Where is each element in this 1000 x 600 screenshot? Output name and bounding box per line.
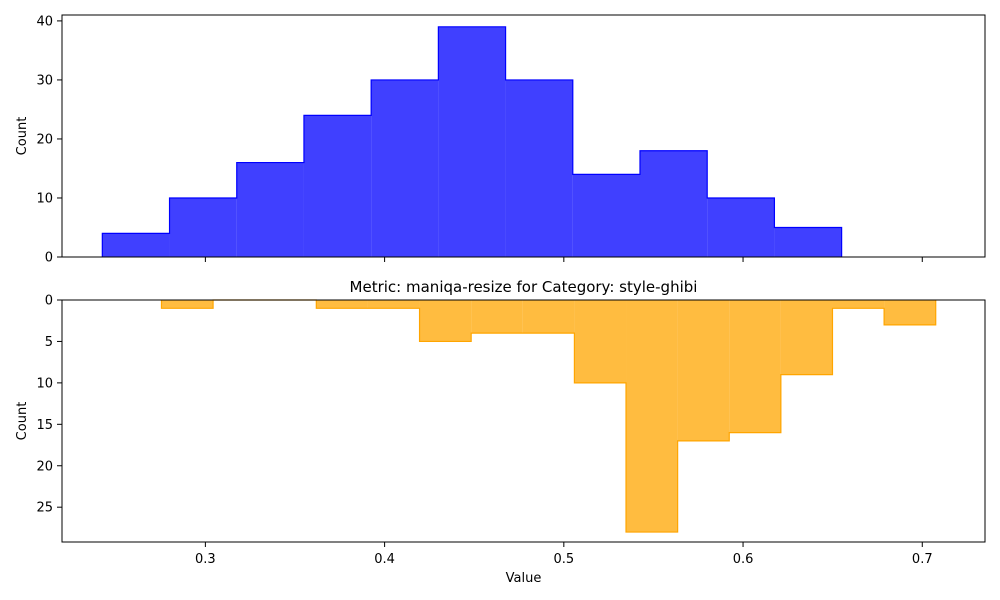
- y-tick-label: 10: [36, 191, 53, 206]
- histogram-bar: [371, 79, 439, 258]
- y-tick-label: 0: [45, 294, 53, 309]
- y-tick-label: 40: [36, 14, 53, 29]
- histogram-bar: [303, 115, 372, 257]
- histogram-bar: [522, 300, 575, 334]
- bottom-histogram-panel: 0.3 0.4 0.5 0.6 0.7 0 5 10 15 20 25 Metric: maniq…: [15, 278, 986, 586]
- bottom-x-ticks: 0.3 0.4 0.5 0.6 0.7: [195, 542, 933, 567]
- histogram-bar: [236, 162, 304, 257]
- histogram-bar: [316, 300, 368, 309]
- histogram-bar: [639, 150, 708, 257]
- x-tick-label: 0.7: [912, 552, 933, 567]
- y-tick-label: 0: [45, 251, 53, 266]
- histogram-bar: [626, 300, 678, 533]
- y-tick-label: 30: [36, 73, 53, 88]
- bottom-y-ticks: 0 5 10 15 20 25: [36, 294, 62, 516]
- histogram-bar: [572, 174, 640, 257]
- histogram-bar: [574, 300, 627, 383]
- y-tick-label: 5: [45, 335, 53, 350]
- histogram-bar: [438, 26, 506, 258]
- x-tick-label: 0.4: [374, 552, 395, 567]
- y-tick-label: 15: [36, 418, 53, 433]
- x-tick-label: 0.3: [195, 552, 216, 567]
- histogram-bar: [884, 300, 936, 325]
- histogram-bar: [505, 79, 573, 258]
- top-histogram-panel: 0 10 20 30 40 Count: [15, 14, 986, 266]
- bottom-axes-frame: [61, 299, 986, 543]
- top-y-axis-label: Count: [15, 117, 30, 156]
- histogram-bar: [161, 300, 214, 309]
- histogram-bar: [471, 300, 523, 334]
- histogram-outline: [101, 26, 843, 257]
- histogram-bar: [677, 300, 730, 441]
- histogram-bar: [780, 300, 833, 375]
- top-x-ticks: [204, 257, 923, 262]
- y-tick-label: 20: [36, 132, 53, 147]
- bottom-x-axis-label: Value: [506, 571, 542, 586]
- histogram-bar: [707, 197, 775, 257]
- bottom-y-axis-label: Count: [15, 402, 30, 441]
- y-tick-label: 20: [36, 459, 53, 474]
- y-tick-label: 25: [36, 501, 53, 516]
- x-tick-label: 0.6: [733, 552, 754, 567]
- histogram-bar: [169, 197, 237, 257]
- histogram-bar: [419, 300, 472, 342]
- histogram-bar: [774, 227, 842, 257]
- bottom-chart-title: Metric: maniqa-resize for Category: styl…: [350, 278, 698, 296]
- x-tick-label: 0.5: [553, 552, 574, 567]
- y-tick-label: 10: [36, 376, 53, 391]
- top-axes-frame: [61, 14, 986, 258]
- histogram-bar: [367, 300, 420, 309]
- top-y-ticks: 0 10 20 30 40: [36, 14, 62, 266]
- histogram-bar: [102, 233, 170, 257]
- top-histogram-bars: [101, 26, 843, 258]
- histogram-bar: [832, 300, 885, 309]
- histogram-bar: [729, 300, 781, 433]
